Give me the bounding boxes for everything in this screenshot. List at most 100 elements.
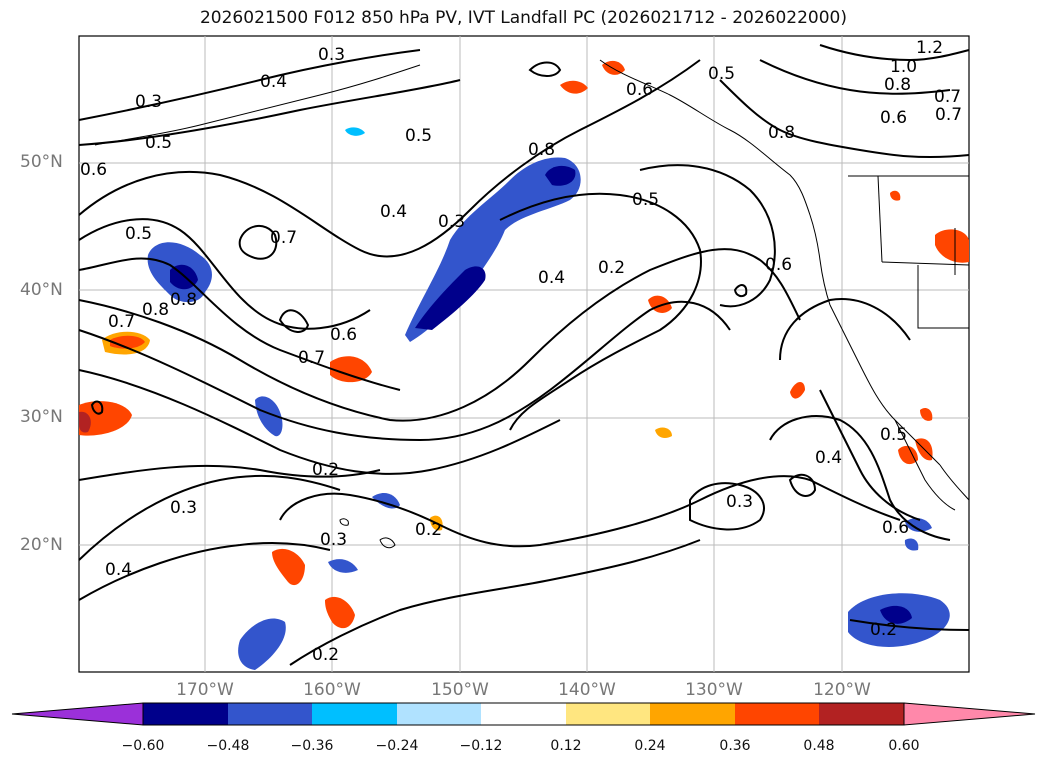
contour-10: [78, 474, 341, 561]
contour-label: 0.8: [884, 75, 912, 95]
contour-label: 0.4: [380, 202, 408, 222]
neg-region-sw: [255, 396, 283, 437]
contour-9: [78, 464, 381, 481]
contour-8: [78, 369, 561, 475]
contour-16: [719, 79, 970, 159]
contour-label: 0.4: [105, 560, 133, 580]
contour-label: 0.7: [270, 228, 298, 248]
coast-california: [829, 304, 941, 466]
contour-label: 0.7: [108, 312, 136, 332]
colorbar-extend-left: [11, 702, 144, 726]
contour-18: [819, 44, 970, 62]
colorbar-bin-4: [397, 703, 481, 725]
positive-shading: [79, 60, 969, 629]
contour-23: [849, 619, 970, 631]
lat-label-50: 50°N: [20, 152, 63, 172]
contour-label: 0.8: [170, 290, 198, 310]
contour-label: 0.7: [935, 105, 963, 125]
contour-6: [78, 248, 801, 422]
contour-label: 0.5: [708, 64, 736, 84]
contour-4: [78, 218, 371, 330]
pos-region-5: [325, 596, 355, 629]
colorbar-tick-label: −0.36: [290, 738, 334, 754]
colorbar-bin-7: [650, 703, 735, 725]
colorbar-tick-label: −0.60: [121, 738, 165, 754]
contour-label: 0.2: [598, 258, 626, 278]
contour-22: [788, 473, 817, 497]
contour-label: 0.4: [815, 448, 843, 468]
neg-region-central-core: [415, 266, 486, 330]
colorbar: [11, 702, 1036, 726]
colorbar-tick-label: 0.60: [888, 738, 920, 754]
colorbar-tick-label: 0.12: [550, 738, 582, 754]
contour-label: 0.8: [528, 140, 556, 160]
contour-label: 0.5: [145, 133, 173, 153]
contour-label: 0.5: [125, 224, 153, 244]
colorbar-bin-9: [819, 703, 904, 725]
colorbar-bin-1: [143, 703, 228, 725]
colorbar-border: [142, 702, 905, 726]
contour-label: 0.2: [312, 460, 340, 480]
pos-region-16: [890, 190, 901, 201]
contour-label: 0.6: [880, 108, 908, 128]
lon-label-170w: 170°W: [176, 680, 234, 700]
coastlines: [94, 59, 970, 549]
contour-27: [733, 284, 748, 298]
lon-label-130w: 130°W: [685, 680, 743, 700]
coast-british-columbia: [809, 214, 831, 306]
contour-label: 0.5: [632, 190, 660, 210]
coast-mexico: [939, 464, 970, 501]
contour-26: [528, 61, 562, 77]
colorbar-extend-right: [903, 702, 1036, 726]
hawaii-island: [379, 537, 396, 549]
pos-region-12: [935, 229, 969, 263]
pos-region-6: [560, 80, 588, 94]
colorbar-bin-3: [312, 703, 397, 725]
colorbar-tick-label: −0.24: [375, 738, 419, 754]
contour-19: [779, 298, 911, 361]
hawaii-island-2: [339, 518, 349, 526]
pos-region-4: [272, 548, 305, 586]
contour-label: 1.0: [890, 57, 918, 77]
contour-label: 0.4: [538, 268, 566, 288]
contour-15: [639, 164, 776, 308]
contour-1: [78, 49, 421, 121]
coast-aleutians: [94, 64, 421, 146]
contour-label: 0.4: [260, 72, 288, 92]
contour-label: 0.7: [934, 87, 962, 107]
contour-label: 0.5: [880, 425, 908, 445]
contour-label: 0.6: [765, 255, 793, 275]
lat-label-30: 30°N: [20, 407, 63, 427]
pos-region-10: [898, 445, 918, 465]
colorbar-tick-label: −0.12: [459, 738, 503, 754]
contour-2: [78, 79, 461, 146]
contour-25: [238, 225, 278, 260]
neg-region-small-ne: [345, 127, 365, 136]
contour-14: [499, 192, 702, 431]
contour-label: 0.2: [312, 645, 340, 665]
contour-21: [819, 389, 921, 521]
contour-3: [78, 59, 701, 258]
lon-label-150w: 150°W: [431, 680, 489, 700]
contour-29: [90, 400, 104, 415]
neg-region-small-e: [905, 518, 932, 532]
contour-label: 0.3: [726, 492, 754, 512]
state-border-2: [877, 175, 883, 263]
contour-label: 0.3: [320, 530, 348, 550]
pos-region-2-core: [79, 411, 91, 433]
colorbar-bin-2: [228, 703, 312, 725]
grid-lines: [79, 36, 969, 672]
contour-label: 0.2: [415, 520, 443, 540]
contour-7: [78, 300, 731, 442]
lon-label-160w: 160°W: [303, 680, 361, 700]
contour-20: [769, 415, 951, 541]
lon-label-140w: 140°W: [558, 680, 616, 700]
colorbar-tick-label: −0.48: [206, 738, 250, 754]
contour-label: 0.8: [142, 300, 170, 320]
map-title: 2026021500 F012 850 hPa PV, IVT Landfall…: [199, 8, 847, 28]
state-border-4: [917, 265, 969, 329]
neg-region-bottom-left: [238, 618, 286, 670]
contour-label: 0.6: [330, 325, 358, 345]
colorbar-bin-8: [735, 703, 819, 725]
contour-label: 0.3: [135, 92, 163, 112]
